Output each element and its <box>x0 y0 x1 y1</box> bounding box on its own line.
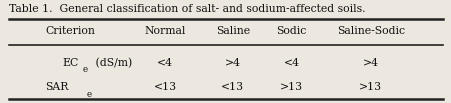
Text: >4: >4 <box>362 58 378 68</box>
Text: <13: <13 <box>153 82 176 92</box>
Text: e: e <box>83 65 87 74</box>
Text: Saline-Sodic: Saline-Sodic <box>336 26 404 36</box>
Text: Criterion: Criterion <box>45 26 95 36</box>
Text: EC: EC <box>62 58 78 68</box>
Text: >4: >4 <box>224 58 240 68</box>
Text: >13: >13 <box>279 82 303 92</box>
Text: <4: <4 <box>283 58 299 68</box>
Text: Sodic: Sodic <box>276 26 306 36</box>
Text: SAR: SAR <box>45 82 68 92</box>
Text: Table 1.  General classification of salt- and sodium-affected soils.: Table 1. General classification of salt-… <box>9 4 365 14</box>
Text: <4: <4 <box>156 58 173 68</box>
Text: (dS/m): (dS/m) <box>92 58 132 68</box>
Text: e: e <box>87 90 92 99</box>
Text: Normal: Normal <box>144 26 185 36</box>
Text: >13: >13 <box>358 82 382 92</box>
Text: <13: <13 <box>221 82 244 92</box>
Text: Saline: Saline <box>215 26 249 36</box>
